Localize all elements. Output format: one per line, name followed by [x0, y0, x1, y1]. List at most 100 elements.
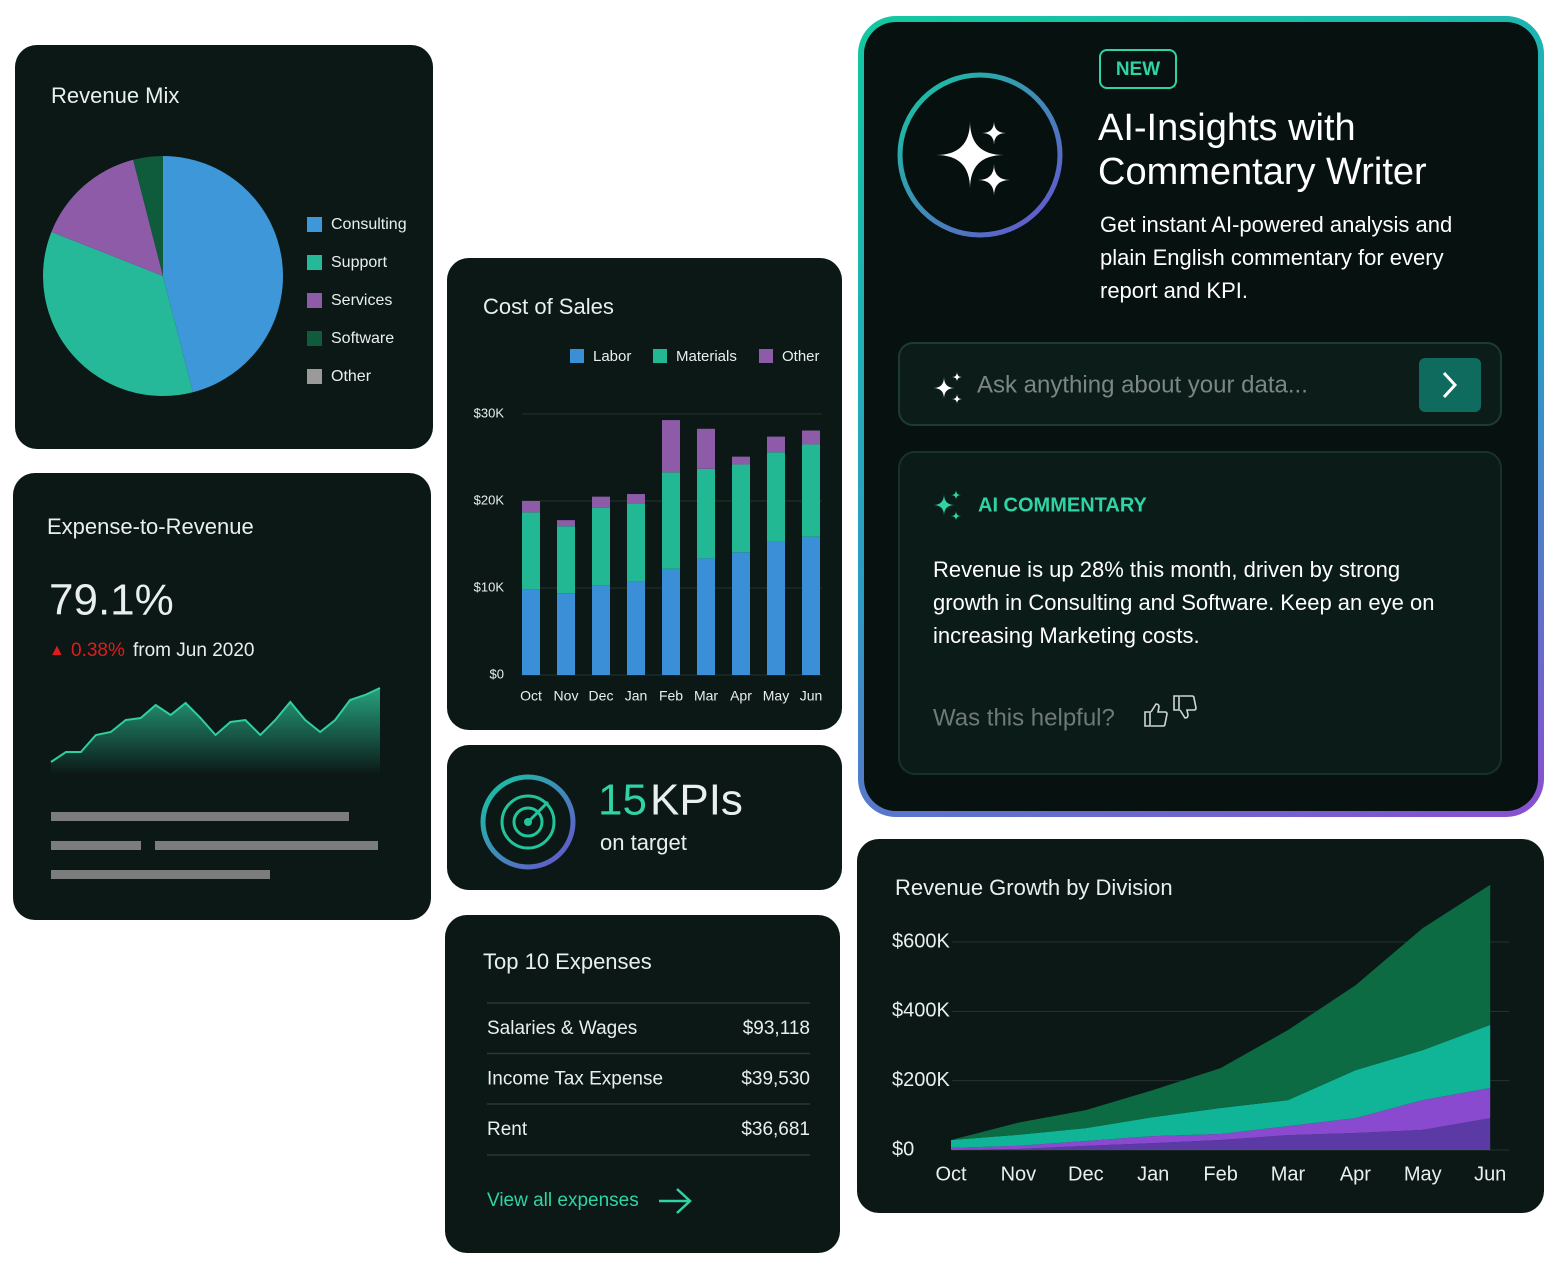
bar-segment: [802, 430, 820, 445]
bar-segment: [732, 456, 750, 465]
legend-label: Labor: [593, 348, 631, 365]
sparkle-icon: [982, 121, 1006, 145]
area-layer: [951, 1024, 1491, 1148]
chevron-icon[interactable]: [1442, 371, 1458, 399]
x-tick-label: May: [1404, 1163, 1442, 1185]
change-text: from Jun 2020: [133, 640, 254, 661]
bar-segment: [522, 589, 540, 675]
change-marker: ▲: [49, 642, 65, 659]
bar-segment: [767, 436, 785, 453]
card-title: Cost of Sales: [483, 294, 614, 319]
commentary-heading: AI COMMENTARY: [978, 494, 1148, 516]
badge-outline: [1099, 49, 1177, 89]
kpi-value: 15: [598, 776, 647, 825]
revenue-growth-chart: Revenue Growth by Division $0 $200K $400K $…: [892, 875, 1509, 1185]
sparkline: [50, 687, 381, 763]
bar-segment: [627, 494, 645, 504]
sparkle-icon: [952, 372, 962, 382]
card-title: Revenue Mix: [51, 83, 179, 108]
pie-slice: [133, 156, 163, 276]
x-tick-label: Apr: [1340, 1163, 1371, 1185]
x-tick-label: Apr: [730, 688, 752, 704]
expense-amount: $36,681: [741, 1119, 810, 1140]
sparkle-icon: [951, 511, 961, 521]
legend-swatch: [570, 349, 584, 363]
kpi-graphic: 15 KPIs on target: [480, 774, 743, 870]
revenue-growth-card: Revenue Growth by Division $0 $200K $400K $…: [857, 839, 1544, 1213]
metric-value: 79.1%: [49, 576, 174, 625]
input-placeholder[interactable]: Ask anything about your data...: [977, 371, 1308, 398]
x-tick-label: Jan: [625, 688, 648, 704]
bar-segment: [732, 464, 750, 553]
card-title: Expense-to-Revenue: [47, 514, 254, 539]
target-icon: [526, 800, 550, 824]
legend-swatch: [307, 369, 322, 384]
y-tick-label: $400K: [892, 1000, 950, 1022]
pie-slice: [51, 159, 164, 276]
arrow-icon[interactable]: [659, 1188, 692, 1214]
bar-segment: [522, 501, 540, 513]
expense-name: Income Tax Expense: [487, 1069, 663, 1090]
bar-segment: [522, 512, 540, 590]
y-tick-label: $600K: [892, 930, 950, 952]
placeholder-bar: [51, 812, 349, 821]
bar-segment: [697, 428, 715, 469]
view-all-link[interactable]: View all expenses: [487, 1190, 639, 1211]
card-title: Revenue Growth by Division: [895, 875, 1173, 900]
y-tick-label: $30K: [474, 405, 505, 420]
x-tick-label: Dec: [1068, 1163, 1104, 1185]
ai-insights-card: NEW Ask anything about your data... AI C…: [858, 16, 1544, 817]
ask-input[interactable]: [898, 342, 1502, 426]
cost-of-sales-chart: Cost of Sales $0 $10K $20K $30K Labor Materia…: [474, 294, 823, 704]
area-layer: [951, 884, 1491, 1140]
bar-segment: [802, 536, 820, 675]
ai-title: AI-Insights with Commentary Writer: [1098, 107, 1427, 193]
x-tick-label: Feb: [659, 688, 683, 704]
sparkle-icon: [933, 494, 955, 516]
bar-segment: [802, 444, 820, 537]
thumbs-down[interactable]: [1173, 695, 1197, 719]
expense-amount: $39,530: [741, 1069, 810, 1090]
kpi-sublabel: on target: [600, 830, 687, 855]
target-icon: [500, 794, 556, 850]
x-tick-label: Nov: [1001, 1163, 1037, 1185]
bar-segment: [697, 558, 715, 675]
legend-swatch: [653, 349, 667, 363]
bar-segment: [557, 593, 575, 675]
target-icon: [512, 806, 544, 838]
feedback-prompt: Was this helpful?: [933, 704, 1115, 731]
bar-segment: [592, 507, 610, 586]
thumbs-up[interactable]: [1144, 703, 1168, 727]
bar-segment: [592, 585, 610, 675]
bar-segment: [767, 452, 785, 542]
x-tick-label: Mar: [1271, 1163, 1306, 1185]
sparkline-area: [51, 688, 380, 775]
bar-segment: [592, 496, 610, 508]
sparkle-icon: [933, 377, 955, 399]
y-tick-label: $20K: [474, 492, 505, 507]
placeholder-bar: [51, 841, 141, 850]
x-tick-label: Oct: [520, 688, 542, 704]
send-button[interactable]: [1419, 358, 1481, 412]
y-tick-label: $0: [892, 1138, 914, 1160]
y-tick-label: $200K: [892, 1069, 950, 1091]
legend-label: Services: [331, 292, 392, 309]
x-tick-label: Feb: [1203, 1163, 1237, 1185]
ai-graphic: NEW Ask anything about your data... AI C…: [897, 49, 1502, 775]
x-tick-label: Jan: [1137, 1163, 1169, 1185]
area-layer: [951, 1087, 1491, 1150]
cost-of-sales-card: Cost of Sales $0 $10K $20K $30K Labor Materia…: [447, 258, 842, 730]
sparkle-icon: [952, 394, 962, 404]
bar-segment: [662, 568, 680, 675]
x-tick-label: Dec: [589, 688, 614, 704]
bar-segment: [627, 503, 645, 582]
kpi-label: KPIs: [650, 776, 743, 825]
top-expenses-table: Top 10 Expenses View all expenses Salari…: [483, 949, 810, 1214]
legend-label: Consulting: [331, 216, 407, 233]
x-tick-label: Mar: [694, 688, 718, 704]
x-tick-label: Oct: [935, 1163, 967, 1185]
placeholder-bar: [155, 841, 378, 850]
legend-swatch: [307, 255, 322, 270]
ai-description: Get instant AI-powered analysis and plai…: [1100, 212, 1453, 303]
